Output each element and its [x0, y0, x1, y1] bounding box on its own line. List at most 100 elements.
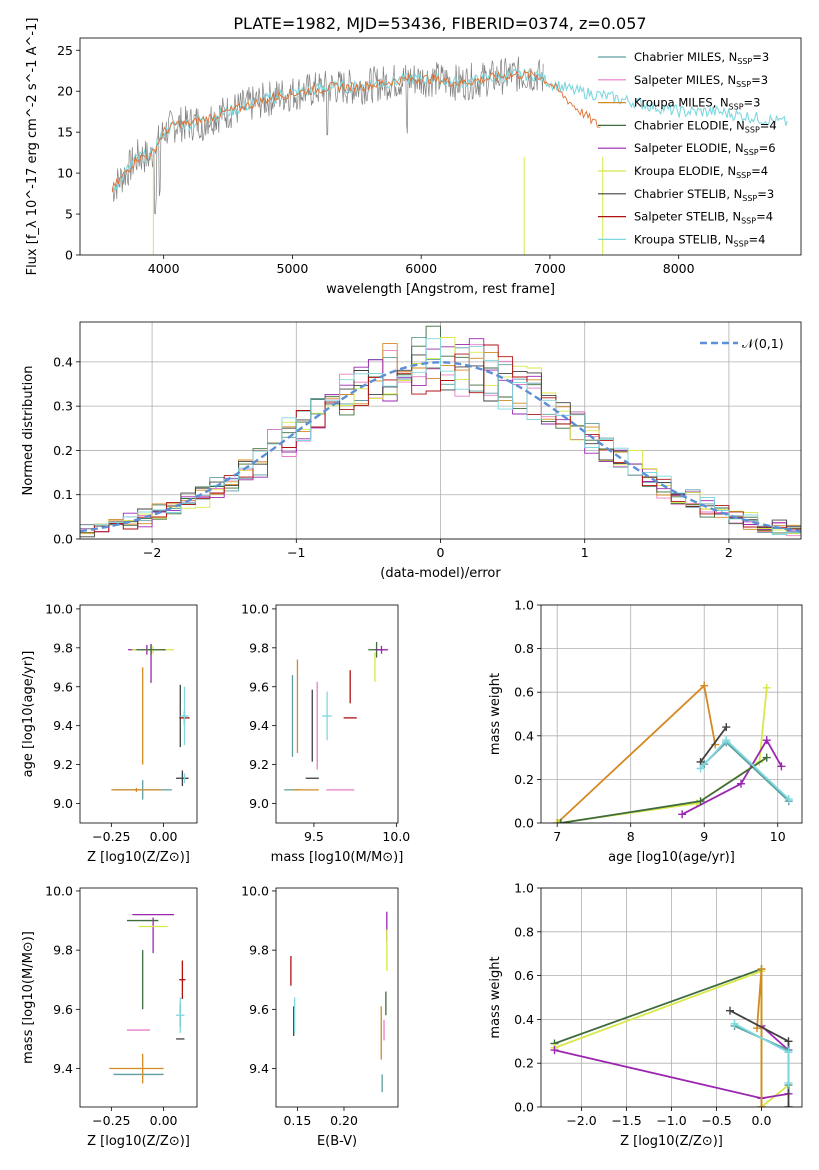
massweight-vs-age-panel: 7 8 9 10 0.0 0.2 0.4 0.6 0.8 1.0 age [log10(age/yr…	[488, 598, 803, 865]
legend-subscript: SSP	[736, 80, 751, 89]
x-tick-label: 2	[725, 545, 733, 560]
mass-weight-marker	[784, 1037, 793, 1046]
legend-count: =4	[751, 164, 768, 178]
mass-weight-marker	[678, 810, 687, 819]
y-axis-label: mass weight	[488, 673, 503, 755]
age-vs-mass-panel: 9.5 10.0 9.0 9.2 9.4 9.6 9.8 10.0 mass [log10(M/…	[241, 601, 410, 865]
y-tick-label: 0.2	[514, 1056, 534, 1071]
spectrum-plot-area	[111, 56, 788, 255]
x-tick-label: 9.5	[304, 829, 324, 844]
y-tick-label: 1.0	[514, 598, 534, 613]
mass-weight-line	[554, 967, 763, 1107]
x-tick-label: −1	[287, 545, 305, 560]
gaussian-legend-label: 𝒩(0,1)	[742, 336, 784, 351]
legend-label: Chabrier STELIB, NSSP=3	[634, 187, 774, 203]
x-tick-label: −1.5	[611, 1113, 641, 1128]
y-tick-label: 9.6	[249, 679, 269, 694]
spectrum-legend: Chabrier MILES, NSSP=3 Salpeter MILES, NS…	[598, 50, 777, 248]
y-tick-label: 9.4	[53, 718, 73, 733]
y-tick-label: 10.0	[241, 883, 269, 898]
observed-spectrum-line	[111, 56, 544, 215]
mass-weight-marker	[722, 736, 731, 745]
age-vs-Z-panel: −0.25 0.00 9.0 9.2 9.4 9.6 9.8 10.0 Z [log10(Z/Z…	[21, 601, 198, 865]
y-tick-label: 1.0	[514, 881, 534, 896]
y-tick-label: 10	[57, 166, 73, 181]
figure-title: PLATE=1982, MJD=53436, FIBERID=0374, z=0…	[233, 14, 646, 33]
x-tick-label: 0	[437, 545, 445, 560]
y-tick-label: 10.0	[45, 883, 73, 898]
mass-weight-marker	[757, 965, 766, 974]
spectrum-frame	[79, 37, 802, 256]
mass-weight-marker	[762, 736, 771, 745]
mass-weight-marker	[554, 819, 563, 823]
y-axis-label: mass [log10(M/M⊙)]	[21, 931, 36, 1064]
y-tick-label: 0.2	[53, 443, 73, 458]
legend-label: Kroupa ELODIE, NSSP=4	[634, 164, 768, 180]
y-tick-label: 9.8	[53, 943, 73, 958]
x-tick-label: 8	[627, 829, 635, 844]
y-tick-label: 0.8	[514, 924, 534, 939]
y-tick-label: 9.6	[53, 1002, 73, 1017]
massweight-vs-Z-panel: −2.0 −1.5 −1.0 −0.5 0.0 0.0 0.2 0.4 0.6 0.8 1.0 Z […	[488, 881, 803, 1149]
y-tick-label: 0.8	[514, 641, 534, 656]
legend-subscript: SSP	[744, 148, 759, 157]
mass-weight-marker	[784, 1048, 793, 1057]
legend-subscript: SSP	[742, 194, 757, 203]
mass-weight-marker	[784, 795, 793, 804]
age-vs-mass-frame	[275, 604, 399, 824]
mass-weight-marker	[726, 1006, 734, 1015]
y-tick-label: 9.4	[249, 718, 269, 733]
x-tick-label: 1	[581, 545, 589, 560]
plots: 4000 5000 6000 7000 80000510152025wavelength…	[21, 18, 803, 1149]
legend-count: =3	[744, 96, 761, 110]
mass-vs-ebv-plot-area	[290, 911, 388, 1093]
legend-count: =6	[759, 141, 776, 155]
y-axis-label: Flux [f_λ 10^-17 erg cm^-2 s^-1 A^-1]	[25, 18, 40, 276]
y-tick-label: 9.4	[249, 1061, 269, 1076]
legend-count: =3	[752, 50, 769, 64]
mass-weight-line	[699, 738, 790, 800]
residuals-plot-area	[80, 325, 801, 538]
y-tick-label: 9.6	[249, 1002, 269, 1017]
legend-label: Chabrier MILES, NSSP=3	[634, 50, 769, 66]
x-tick-label: 5000	[277, 261, 309, 276]
legend-label: Kroupa MILES, NSSP=3	[634, 96, 760, 112]
spectrum-panel: 4000 5000 6000 7000 8000 0 5 10 15 20 25 wavelength…	[25, 18, 802, 297]
age-vs-Z-frame	[79, 604, 198, 824]
y-tick-label: 0.2	[514, 772, 534, 787]
y-tick-label: 0.3	[53, 399, 73, 414]
x-tick-label: 7000	[534, 261, 566, 276]
residuals-panel: −2 −1 0 1 2 0.0 0.1 0.2 0.3 0.4 (data-model)/error…	[21, 321, 802, 581]
x-tick-label: 8000	[663, 261, 695, 276]
x-tick-label: −0.5	[701, 1113, 731, 1128]
x-tick-label: −1.0	[656, 1113, 686, 1128]
x-axis-label: Z [log10(Z/Z⊙)]	[87, 1134, 190, 1149]
mass-vs-Z-plot-area	[109, 913, 186, 1084]
massweight-vs-Z-plot-area	[550, 965, 793, 1107]
legend-label: Chabrier ELODIE, NSSP=4	[634, 118, 777, 134]
y-tick-label: 5	[65, 207, 73, 222]
x-tick-label: 9	[700, 829, 708, 844]
mass-weight-marker	[700, 681, 709, 690]
mass-weight-line	[558, 687, 768, 823]
y-axis-label: Normed distribution	[21, 366, 36, 496]
y-tick-label: 0.6	[514, 968, 534, 983]
x-tick-label: 10.0	[382, 829, 410, 844]
y-tick-label: 9.8	[249, 943, 269, 958]
y-tick-label: 25	[57, 43, 73, 58]
mass-vs-Z-frame	[79, 887, 198, 1108]
residual-histogram	[80, 344, 801, 533]
legend-subscript: SSP	[729, 103, 744, 112]
mass-vs-ebv-frame	[275, 887, 399, 1108]
mass-weight-marker	[784, 1103, 793, 1107]
massweight-vs-age-plot-area	[553, 681, 793, 823]
mass-weight-marker	[784, 1078, 793, 1087]
y-tick-label: 0.6	[514, 685, 534, 700]
legend-subscript: SSP	[741, 217, 756, 226]
mass-weight-line	[699, 726, 728, 763]
x-tick-label: −0.25	[92, 1113, 130, 1128]
y-axis-label: mass weight	[488, 956, 503, 1038]
y-tick-label: 9.0	[53, 796, 73, 811]
y-tick-label: 9.2	[249, 757, 269, 772]
